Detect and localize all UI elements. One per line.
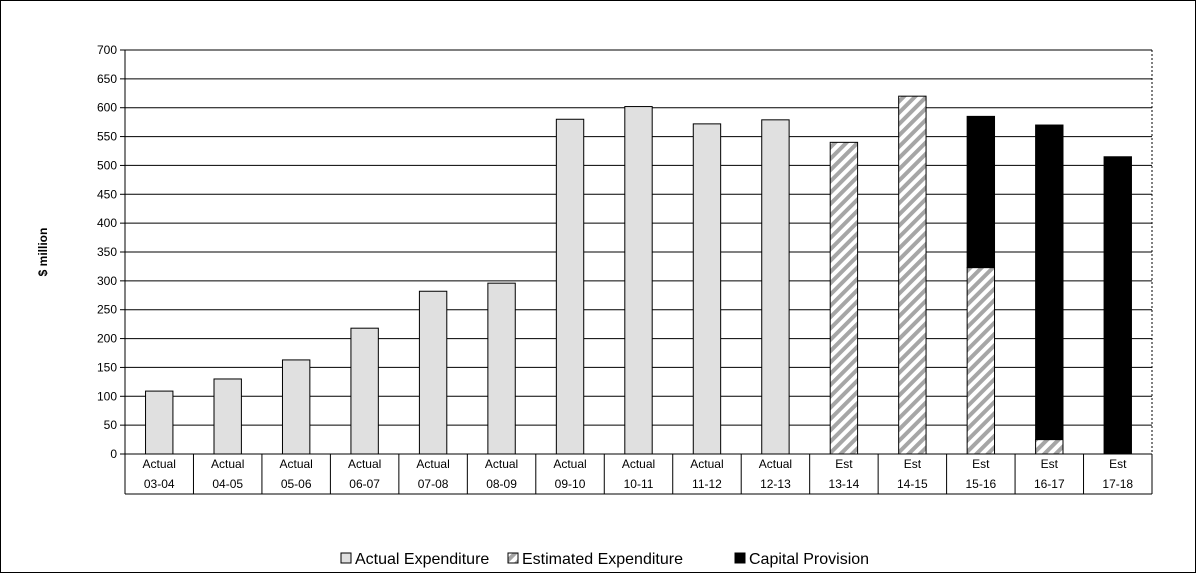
category-label-bottom: 06-07 [349,477,380,491]
category-label-top: Est [972,457,990,471]
category-label-bottom: 15-16 [965,477,996,491]
y-tick-label: 650 [97,72,117,86]
category-label-top: Actual [211,457,244,471]
category-label-bottom: 05-06 [281,477,312,491]
legend-label-actual: Actual Expenditure [355,551,489,568]
y-tick-label: 550 [97,130,117,144]
category-label-top: Actual [143,457,176,471]
bar-actual [418,290,448,455]
y-tick-label: 300 [97,274,117,288]
legend: Actual Expenditure Estimated Expenditure C… [340,551,869,568]
legend-swatch-actual [340,552,352,564]
category-label-bottom: 11-12 [692,477,722,491]
y-tick-label: 200 [97,332,117,346]
y-tick-label: 0 [110,447,117,461]
category-label-bottom: 17-18 [1102,477,1133,491]
category-label-top: Est [1109,457,1127,471]
category-label-bottom: 09-10 [555,477,586,491]
category-label-bottom: 07-08 [418,477,449,491]
category-label-top: Est [835,457,853,471]
bar-estimated [898,95,927,455]
y-tick-label: 100 [97,389,117,403]
category-label-bottom: 14-15 [897,477,928,491]
bar-actual [692,123,722,455]
bar-actual [624,106,653,455]
bars [145,95,1132,455]
bar-actual [213,378,242,455]
bar-actual [281,359,311,455]
y-tick-label: 450 [97,187,117,201]
y-tick-label: 250 [97,303,117,317]
y-tick-labels: 0 50 100 150 200 250 300 350 400 450 500 550 600 650 7… [97,43,125,461]
bar-actual [145,390,174,455]
category-label-top: Actual [622,457,655,471]
y-tick-label: 500 [97,158,117,172]
bar-actual [350,327,379,455]
legend-swatch-capital [734,552,746,564]
bar-estimated [829,141,859,455]
category-label-top: Actual [416,457,449,471]
bar-estimated [966,267,996,455]
category-label-bottom: 03-04 [144,477,175,491]
y-tick-label: 700 [97,43,117,57]
category-label-bottom: 04-05 [212,477,243,491]
bar-actual [487,282,516,455]
bar-estimated [1035,439,1064,455]
y-tick-label: 50 [104,418,118,432]
category-table: Actual 03-04 Actual 04-05 Actual 05-06 Actual 0… [124,453,1153,495]
category-label-bottom: 08-09 [486,477,517,491]
category-label-bottom: 10-11 [624,477,654,491]
y-tick-label: 350 [97,245,117,259]
category-label-top: Actual [279,457,312,471]
legend-label-capital: Capital Provision [749,551,869,568]
category-label-top: Actual [485,457,518,471]
category-label-bottom: 16-17 [1034,477,1065,491]
legend-label-estimated: Estimated Expenditure [522,551,683,568]
category-label-top: Actual [553,457,586,471]
y-tick-label: 400 [97,216,117,230]
bar-capital [1103,156,1132,455]
y-tick-label: 600 [97,101,117,115]
bar-actual [761,119,790,455]
category-label-top: Actual [690,457,723,471]
category-label-bottom: 12-13 [760,477,791,491]
legend-swatch-estimated [507,552,519,564]
y-tick-label: 150 [97,360,117,374]
category-label-top: Est [904,457,922,471]
category-label-bottom: 13-14 [829,477,860,491]
category-label-top: Est [1041,457,1059,471]
bar-capital [966,115,996,269]
category-label-top: Actual [759,457,792,471]
bar-actual [555,118,585,455]
category-label-top: Actual [348,457,381,471]
bar-capital [1035,124,1064,441]
y-axis-label: $ million [36,228,50,277]
